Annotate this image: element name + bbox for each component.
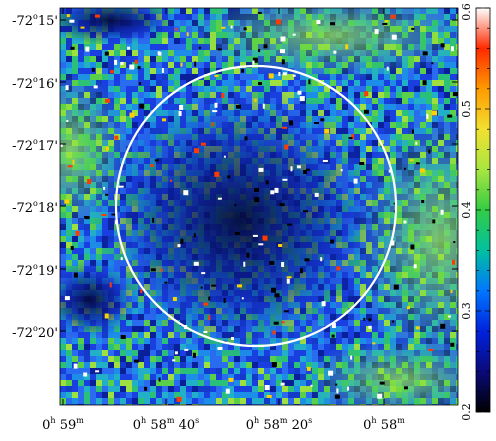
dark-cavity	[90, 80, 390, 360]
ra-label: 0h 58m 20s	[246, 416, 313, 433]
dark-patch-bottom-left	[60, 260, 140, 340]
colorbar-tick-label: 0.3	[460, 302, 473, 320]
dec-label: -72o18'	[12, 199, 58, 216]
aperture-circle	[114, 64, 398, 348]
colorbar-tick-label: 0.2	[460, 403, 473, 421]
colorbar: 0.2 0.3 0.4 0.5 0.6	[460, 3, 491, 421]
ra-label: 0h 58m 40s	[133, 416, 200, 433]
dec-label: -72o20'	[12, 324, 58, 341]
declination-axis: -72o15' -72o16' -72o17' -72o18' -72o19' …	[12, 12, 58, 341]
colorbar-tick-label: 0.5	[460, 100, 473, 118]
ra-label: 0h 58m	[363, 416, 405, 433]
right-ascension-axis: 0h 59m 0h 58m 40s 0h 58m 20s 0h 58m	[42, 416, 405, 433]
dark-patch-top-left	[60, 8, 180, 45]
colorbar-tick-label: 0.6	[460, 3, 473, 21]
dec-label: -72o15'	[12, 12, 58, 29]
right-ascension-ticks	[62, 8, 385, 405]
star-residuals	[60, 11, 458, 402]
dec-label: -72o19'	[12, 262, 58, 279]
green-region-bottom-right	[300, 340, 458, 405]
declination-ticks	[60, 19, 458, 332]
colorbar-tick-label: 0.4	[460, 201, 473, 219]
image-panel	[59, 7, 459, 406]
dec-label: -72o16'	[12, 75, 58, 92]
dec-label: -72o17'	[12, 137, 58, 154]
colorbar-labels: 0.2 0.3 0.4 0.5 0.6	[460, 3, 473, 421]
colorbar-ticks	[476, 7, 490, 413]
green-region-top-right	[180, 8, 458, 80]
ra-label: 0h 59m	[42, 416, 84, 433]
